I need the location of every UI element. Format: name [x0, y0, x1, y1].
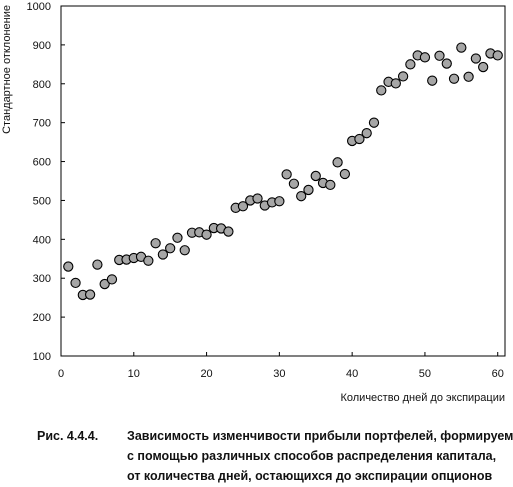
data-point: [354, 133, 365, 145]
data-point: [427, 75, 438, 86]
data-point: [325, 179, 336, 191]
data-point: [332, 157, 343, 168]
data-point: [288, 178, 300, 189]
plot-border: [60, 5, 506, 357]
data-point: [419, 52, 431, 63]
y-tick-label: 200: [33, 312, 51, 324]
y-tick-label: 600: [33, 157, 51, 169]
data-point: [376, 85, 387, 96]
data-point: [84, 289, 96, 300]
data-point: [456, 42, 467, 53]
x-axis-label: Количество дней до экспирации: [340, 392, 505, 404]
data-point: [296, 191, 307, 202]
scatter-chart: 100 200 300 400 500 600 700 800 900 1000 0 10 20 30 4…: [1, 1, 506, 404]
data-point: [63, 261, 74, 272]
y-tick-label: 500: [33, 195, 51, 207]
data-point: [441, 58, 452, 69]
x-tick-label: 0: [58, 368, 64, 380]
data-point: [92, 259, 103, 270]
data-point: [361, 128, 372, 139]
data-point: [390, 78, 401, 89]
data-point: [252, 193, 263, 204]
data-point: [150, 238, 161, 249]
data-point: [448, 73, 460, 84]
data-point: [281, 169, 292, 180]
data-point: [310, 170, 321, 182]
data-point: [339, 168, 351, 180]
y-tick-label: 300: [33, 273, 51, 285]
data-point: [70, 277, 81, 289]
data-point: [237, 201, 249, 212]
data-point: [99, 278, 110, 290]
y-tick-label: 700: [33, 118, 51, 130]
data-point: [274, 196, 285, 207]
data-point: [368, 117, 380, 128]
data-point: [463, 71, 474, 82]
data-point: [478, 61, 489, 73]
y-tick-label: 1000: [27, 1, 51, 13]
data-point: [470, 53, 482, 64]
x-tick-label: 50: [419, 368, 431, 380]
data-point: [157, 249, 169, 260]
data-point: [179, 245, 190, 256]
data-points: [63, 42, 503, 301]
figure-number: Рис. 4.4.4.: [37, 429, 99, 443]
data-point: [201, 229, 212, 240]
y-axis: 100 200 300 400 500 600 700 800 900 1000: [27, 1, 65, 363]
caption-line-3: от количества дней, остающихся до экспир…: [127, 469, 493, 483]
data-point: [165, 243, 176, 254]
data-point: [492, 50, 503, 61]
data-point: [143, 255, 154, 266]
x-tick-label: 30: [273, 368, 285, 380]
y-tick-label: 400: [33, 234, 51, 246]
data-point: [303, 184, 314, 196]
plot-frame: [60, 5, 506, 357]
data-point: [397, 71, 409, 82]
y-tick-label: 900: [33, 40, 51, 52]
data-point: [223, 226, 234, 237]
caption-line-1: Зависимость изменчивости прибыли портфел…: [127, 429, 513, 443]
data-point: [106, 274, 118, 285]
caption-line-2: с помощью различных способов распределен…: [127, 449, 497, 463]
y-tick-label: 800: [33, 79, 51, 91]
y-tick-label: 100: [33, 351, 51, 363]
data-point: [172, 232, 183, 243]
x-axis: 0 10 20 30 40 50 60: [58, 352, 504, 380]
data-point: [434, 50, 445, 61]
x-tick-label: 60: [492, 368, 504, 380]
y-axis-label: Стандартное отклонение: [1, 5, 13, 134]
x-tick-label: 20: [200, 368, 212, 380]
data-point: [405, 59, 416, 70]
x-tick-label: 10: [128, 368, 140, 380]
x-tick-label: 40: [346, 368, 358, 380]
